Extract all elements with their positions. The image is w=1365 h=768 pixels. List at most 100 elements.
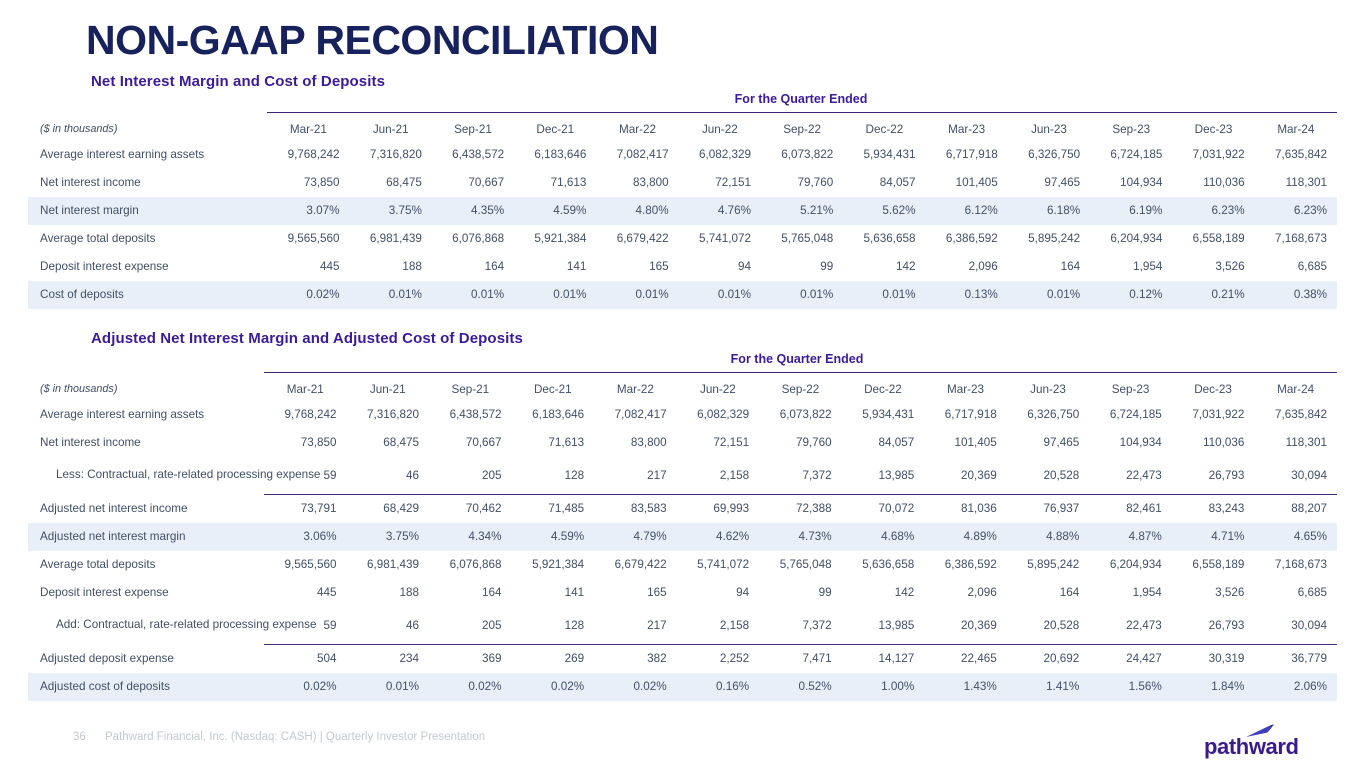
table-row: Net interest margin 3.07% 3.75% 4.35% 4.59% 4… <box>28 196 1337 225</box>
table-cell: 165 <box>647 586 667 599</box>
table-cell: 76,937 <box>1006 494 1090 523</box>
table-cell: 128 <box>564 468 585 482</box>
data-table-1: ($ in thousands) Mar-21 Jun-21 Sep-21 Dec-21… <box>28 112 1337 309</box>
table-cell: 445 <box>316 586 337 599</box>
table-cell: 164 <box>1059 586 1080 599</box>
table-cell: 7,471 <box>759 644 842 673</box>
table-cell: 188 <box>399 586 420 599</box>
table-cell: 141 <box>564 586 585 599</box>
table-cell: 70,667 <box>468 176 505 189</box>
table-cell: 13,985 <box>878 468 915 482</box>
table-cell: 59 <box>323 618 337 632</box>
table-cell: 84,057 <box>879 176 916 189</box>
page-title: NON-GAAP RECONCILIATION <box>86 17 659 63</box>
table-cell: 217 <box>647 468 667 482</box>
column-header-sep-21: Sep-21 <box>431 112 515 141</box>
table-cell: 141 <box>566 260 587 273</box>
table-cell: 6,386,592 <box>944 558 997 571</box>
table-cell: 142 <box>894 586 915 599</box>
column-header-sep-23: Sep-23 <box>1090 112 1173 141</box>
table-cell: 110,036 <box>1202 436 1245 449</box>
table-cell: 6,183,646 <box>534 148 587 161</box>
table-cell: 97,465 <box>1043 436 1080 449</box>
table-cell: 83,583 <box>594 494 677 523</box>
table-cell: 88,207 <box>1254 494 1337 523</box>
table-cell: 0.01% <box>843 280 926 309</box>
table-cell: 73,850 <box>303 176 340 189</box>
table-cell: 5,741,072 <box>698 232 751 245</box>
table-cell: 3.75% <box>346 522 430 551</box>
table-cell: 5,921,384 <box>532 558 585 571</box>
table-cell: 46 <box>406 468 420 482</box>
table-cell: 5,765,048 <box>779 558 832 571</box>
table-cell: 7,316,820 <box>367 408 420 421</box>
table-cell: 118,301 <box>1285 436 1327 449</box>
table-cell: 5,895,242 <box>1028 232 1081 245</box>
table-cell: 1.41% <box>1006 672 1090 701</box>
table-cell: 4.65% <box>1254 522 1337 551</box>
table-cell: 0.02% <box>263 672 347 701</box>
column-header-mar-21: Mar-21 <box>263 372 347 401</box>
table-cell: 9,768,242 <box>287 148 340 161</box>
table-cell: 1.84% <box>1171 672 1255 701</box>
table-cell: 101,405 <box>955 176 998 189</box>
table-cell: 101,405 <box>954 436 997 449</box>
column-header-mar-22: Mar-22 <box>596 112 679 141</box>
row-label: Deposit interest expense <box>40 260 169 273</box>
column-header-dec-22: Dec-22 <box>843 112 926 141</box>
table-cell: 6,073,822 <box>781 148 834 161</box>
logo-wordmark: pathward <box>1204 734 1299 759</box>
column-header-dec-21: Dec-21 <box>511 372 595 401</box>
table-row: Average total deposits 9,565,560 6,981,439… <box>28 551 1337 579</box>
row-label: Adjusted net interest margin <box>28 522 264 551</box>
table-cell: 6,724,185 <box>1109 408 1162 421</box>
table-cell: 188 <box>402 260 422 273</box>
table-cell: 104,934 <box>1120 176 1163 189</box>
table-cell: 5.21% <box>760 196 844 225</box>
table-cell: 6,685 <box>1297 260 1327 273</box>
table-cell: 68,475 <box>383 436 420 449</box>
column-header-mar-23: Mar-23 <box>924 372 1007 401</box>
row-label: Average interest earning assets <box>40 408 205 421</box>
table-cell: 6,717,918 <box>945 148 998 161</box>
table-cell: 6,981,439 <box>367 558 420 571</box>
row-label: Net interest income <box>40 436 141 449</box>
table-cell: 6,082,329 <box>698 148 751 161</box>
table-cell: 5,636,658 <box>863 232 916 245</box>
row-label: Net interest income <box>40 176 141 189</box>
table-cell: 6,076,868 <box>449 558 502 571</box>
table-row: Add: Contractual, rate-related processin… <box>28 607 1337 645</box>
table-cell: 0.13% <box>925 280 1008 309</box>
table-row: Cost of deposits 0.02% 0.01% 0.01% 0.01% 0.01… <box>28 280 1337 309</box>
column-header-mar-23: Mar-23 <box>925 112 1008 141</box>
table-cell: 6,717,918 <box>944 408 997 421</box>
table-cell: 1,954 <box>1132 586 1162 599</box>
table-cell: 7,168,673 <box>1275 232 1327 245</box>
table-cell: 59 <box>323 468 337 482</box>
section-title-adjusted-net-interest-margin: Adjusted Net Interest Margin and Adjuste… <box>91 330 523 347</box>
table-row: Average total deposits 9,565,560 6,981,439… <box>28 225 1337 253</box>
table-cell: 99 <box>820 260 834 273</box>
table-row: Net interest income 73,850 68,475 70,667 71,… <box>28 169 1337 197</box>
table-cell: 6,082,329 <box>697 408 750 421</box>
table-cell: 9,768,242 <box>284 408 337 421</box>
table-cell: 205 <box>482 468 502 482</box>
column-header-jun-22: Jun-22 <box>678 112 761 141</box>
table-cell: 0.02% <box>511 672 595 701</box>
table-cell: 4.62% <box>676 522 760 551</box>
pathward-logo: pathward <box>1204 722 1314 760</box>
table-cell: 164 <box>482 586 502 599</box>
table-cell: 70,462 <box>429 494 512 523</box>
table-cell: 205 <box>482 618 502 632</box>
table-cell: 2.06% <box>1254 672 1337 701</box>
table-cell: 6,685 <box>1297 586 1327 599</box>
table-cell: 0.01% <box>596 280 679 309</box>
table-cell: 4.88% <box>1006 522 1090 551</box>
table-cell: 22,473 <box>1126 618 1162 632</box>
row-label: Average total deposits <box>40 232 156 245</box>
table-cell: 4.34% <box>429 522 512 551</box>
table-cell: 118,301 <box>1285 176 1327 189</box>
table-cell: 69,993 <box>676 494 760 523</box>
table-cell: 5,921,384 <box>534 232 587 245</box>
table-cell: 4.89% <box>924 522 1007 551</box>
